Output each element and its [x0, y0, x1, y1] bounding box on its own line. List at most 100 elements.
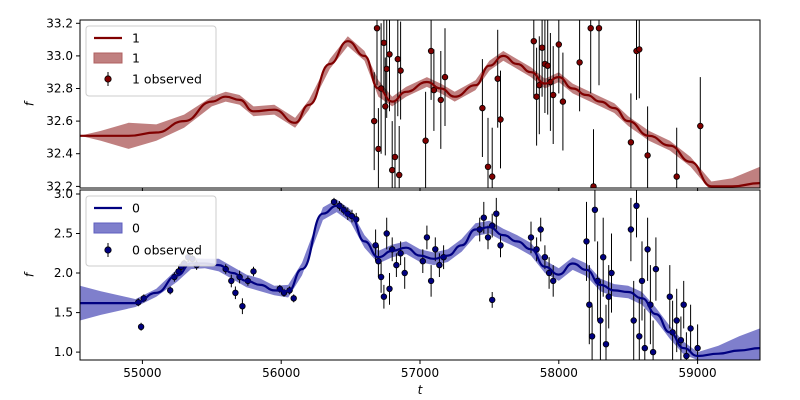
top-observed-point	[394, 55, 401, 63]
bottom-observed-point	[372, 242, 379, 249]
top-observed-point	[489, 173, 496, 180]
bottom-observed-point	[586, 301, 593, 308]
bottom-legend-label-line: 0	[132, 201, 140, 216]
top-observed-point	[559, 98, 567, 105]
bottom-observed-point	[627, 226, 635, 233]
xtick-label: 58000	[540, 366, 578, 380]
bottom-observed-point	[680, 301, 687, 308]
bottom-observed-point	[436, 261, 443, 269]
bottom-observed-point	[497, 242, 504, 249]
bottom-panel: 1.0 1.5 2.0 2.5 3.0 55000 56000 57000 58000 5900…	[23, 187, 761, 397]
bottom-observed-point	[427, 277, 435, 285]
bottom-observed-point	[380, 293, 388, 300]
bottom-plot-area	[80, 190, 760, 360]
top-legend-label-line: 1	[132, 31, 140, 46]
bottom-observed-point	[228, 277, 235, 285]
top-legend-band-swatch	[93, 52, 123, 64]
top-plot-area	[80, 20, 760, 188]
top-observed-point	[538, 44, 546, 51]
bottom-observed-point	[330, 198, 338, 206]
bottom-observed-point	[541, 254, 549, 261]
top-observed-point	[533, 93, 540, 100]
top-observed-point	[397, 67, 404, 74]
bottom-observed-point	[489, 296, 496, 304]
xtick-label: 57000	[401, 366, 439, 380]
bottom-observed-point	[633, 202, 640, 209]
top-observed-point	[441, 73, 449, 81]
top-observed-point	[383, 65, 390, 73]
bottom-observed-point	[591, 206, 599, 213]
xtick-label: 55000	[123, 366, 161, 380]
bottom-observed-point	[137, 323, 145, 330]
top-legend-frame	[85, 25, 217, 97]
bottom-observed-point	[383, 230, 390, 237]
top-observed-point	[380, 39, 388, 46]
bottom-observed-point	[630, 317, 637, 324]
top-ytick-label: 32.2	[46, 179, 73, 193]
top-observed-point	[636, 46, 643, 53]
bottom-ytick-label: 1.0	[54, 345, 73, 359]
bottom-observed-point	[419, 258, 426, 265]
top-y-ticks: 32.2 32.4 32.6 32.8 33.0 33.2	[46, 16, 699, 193]
top-ytick-label: 32.8	[46, 82, 73, 96]
top-ytick-label: 32.4	[46, 147, 73, 161]
top-observed-point	[627, 139, 635, 146]
bottom-observed-point	[588, 333, 596, 340]
bottom-observed-point	[638, 277, 646, 285]
top-observed-point	[530, 38, 537, 45]
bottom-ytick-label: 1.5	[54, 306, 73, 320]
top-legend: 1 1 1 observed	[85, 25, 217, 97]
top-observed-point	[697, 122, 704, 130]
bottom-observed-point	[652, 265, 660, 273]
bottom-ytick-label: 2.0	[54, 266, 73, 280]
top-observed-point	[497, 116, 504, 123]
bottom-observed-point	[290, 295, 297, 302]
top-legend-label-observed: 1 observed	[132, 72, 202, 87]
bottom-y-axis-label: f	[23, 271, 37, 277]
top-observed-point	[430, 86, 438, 94]
top-panel: 32.2 32.4 32.6 32.8 33.0 33.2 f 1 1 1 observe…	[23, 16, 761, 193]
bottom-observed-point	[597, 317, 604, 324]
bottom-observed-point	[545, 269, 553, 277]
bottom-legend-band-swatch	[93, 222, 123, 234]
top-observed-point	[484, 163, 492, 170]
bottom-legend: 0 0 0 observed	[85, 195, 217, 267]
bottom-observed-point	[386, 285, 393, 292]
top-model-line	[80, 40, 760, 188]
bottom-x-ticks: 55000 56000 57000 58000 59000	[123, 360, 717, 380]
bottom-observed-point	[683, 352, 690, 360]
top-observed-point	[595, 25, 603, 32]
bottom-observed-point	[600, 254, 607, 261]
bottom-observed-point	[401, 269, 408, 277]
bottom-observed-point	[377, 273, 385, 281]
top-observed-point	[555, 41, 562, 48]
top-observed-point	[479, 104, 486, 112]
bottom-legend-label-band: 0	[132, 221, 140, 236]
bottom-observed-point	[666, 293, 673, 300]
bottom-observed-point	[493, 210, 500, 217]
top-observed-point	[494, 75, 501, 82]
bottom-observed-point	[583, 238, 590, 245]
top-observed-point	[673, 173, 680, 180]
bottom-observed-point	[641, 344, 648, 352]
top-observed-point	[587, 25, 594, 32]
top-observed-point	[386, 51, 393, 58]
bottom-observed-point	[550, 277, 557, 285]
bottom-observed-point	[239, 303, 246, 310]
x-axis-label: t	[418, 383, 424, 397]
xtick-label: 56000	[262, 366, 300, 380]
bottom-observed-point	[636, 333, 643, 340]
bottom-observed-point	[687, 325, 694, 332]
top-observed-point	[382, 103, 389, 110]
bottom-observed-point	[537, 226, 544, 233]
top-y-axis-label: f	[23, 100, 37, 106]
bottom-observed-point	[527, 234, 535, 241]
bottom-observed-point	[166, 287, 174, 294]
bottom-observed-point	[484, 234, 492, 241]
bottom-observed-point	[393, 261, 400, 269]
bottom-ytick-label: 3.0	[54, 187, 73, 201]
top-observed-point	[389, 166, 396, 174]
bottom-observed-point	[250, 268, 257, 275]
bottom-observed-point	[480, 214, 487, 221]
bottom-observed-point	[232, 289, 239, 296]
